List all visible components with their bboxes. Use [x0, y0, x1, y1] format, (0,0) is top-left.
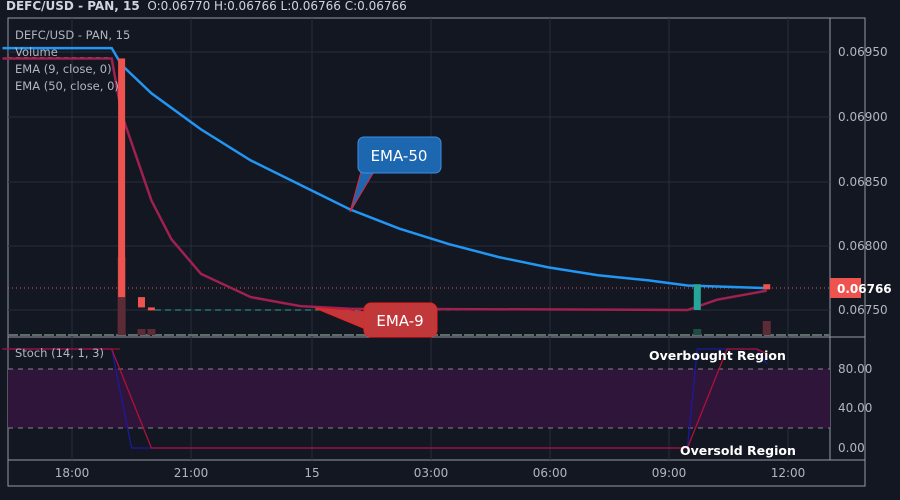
legend-volume[interactable]: Volume — [15, 45, 58, 59]
time-tick: 06:00 — [533, 466, 568, 480]
volume-bar — [137, 329, 146, 335]
candle — [763, 284, 771, 290]
price-tick: 0.06900 — [838, 110, 888, 124]
ema9-label: EMA-9 — [376, 312, 423, 330]
time-tick: 09:00 — [652, 466, 687, 480]
volume-bar — [693, 329, 702, 335]
legend-stoch[interactable]: Stoch (14, 1, 3) — [15, 346, 104, 360]
time-tick: 18:00 — [55, 466, 90, 480]
candle — [693, 284, 701, 310]
overbought-label: Overbought Region — [649, 348, 786, 363]
candle — [118, 58, 126, 298]
ema9-callout: EMA-9 — [314, 302, 438, 338]
candle — [137, 297, 145, 308]
legend-ema50[interactable]: EMA (50, close, 0) — [15, 79, 119, 93]
symbol-header: DEFC/USD - PAN, 15 O:0.06770 H:0.06766 L… — [6, 0, 407, 13]
price-tick: 0.06750 — [838, 303, 888, 317]
last-price-label: 0.06766 — [837, 282, 892, 296]
oversold-label: Oversold Region — [680, 443, 796, 458]
candle — [147, 307, 155, 311]
stoch-tick: 0.00 — [838, 441, 865, 455]
time-tick: 12:00 — [771, 466, 806, 480]
price-tick: 0.06850 — [838, 175, 888, 189]
symbol-title: DEFC/USD - PAN, 15 — [6, 0, 140, 13]
volume-bar — [762, 321, 771, 335]
volume-bar — [147, 329, 156, 335]
time-tick: 03:00 — [414, 466, 449, 480]
ema50-line — [2, 46, 767, 290]
time-tick: 15 — [304, 466, 319, 480]
legend-title: DEFC/USD - PAN, 15 — [15, 28, 131, 42]
ohlc-values: O:0.06770 H:0.06766 L:0.06766 C:0.06766 — [147, 0, 407, 13]
price-tick: 0.06800 — [838, 239, 888, 253]
legend-ema9[interactable]: EMA (9, close, 0) — [15, 62, 112, 76]
price-tick: 0.06950 — [838, 45, 888, 59]
stoch-d-line — [2, 348, 768, 449]
ema50-label: EMA-50 — [371, 147, 428, 165]
stoch-tick: 80.00 — [838, 362, 872, 376]
ema9-line — [2, 57, 768, 312]
ema50-callout: EMA-50 — [349, 136, 442, 213]
stoch-tick: 40.00 — [838, 401, 872, 415]
time-tick: 21:00 — [174, 466, 209, 480]
